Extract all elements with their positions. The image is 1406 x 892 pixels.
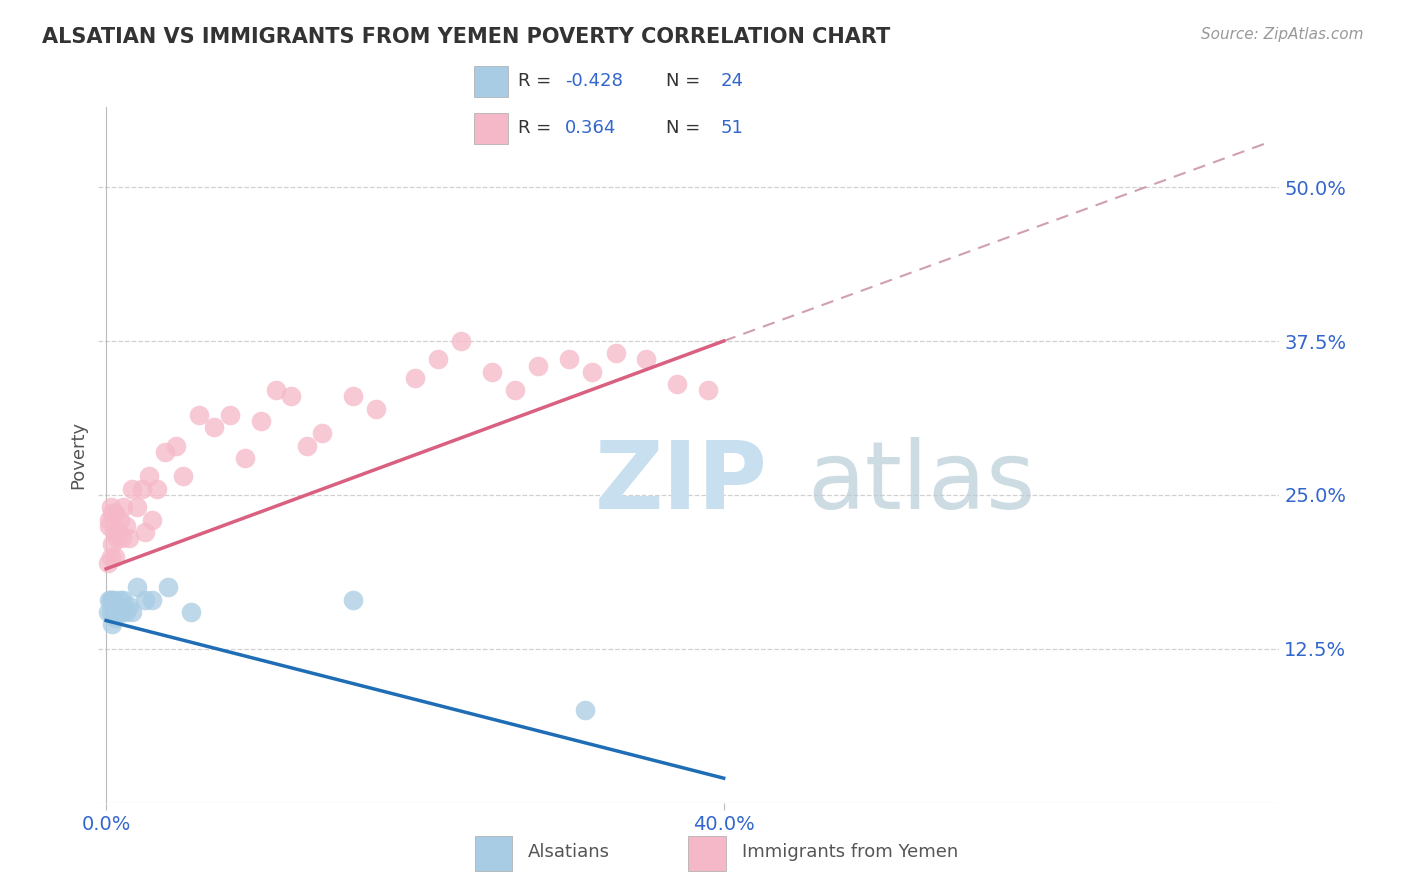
Point bbox=[187, 408, 209, 422]
Point bbox=[98, 518, 121, 533]
Point bbox=[218, 408, 240, 422]
Text: R =: R = bbox=[517, 120, 551, 137]
Point bbox=[125, 500, 148, 515]
Point bbox=[110, 605, 132, 619]
Text: Source: ZipAtlas.com: Source: ZipAtlas.com bbox=[1201, 27, 1364, 42]
Bar bbox=[475, 837, 512, 871]
Point bbox=[103, 605, 125, 619]
Point bbox=[280, 389, 302, 403]
Point bbox=[342, 389, 364, 403]
Point bbox=[558, 352, 581, 367]
Text: -0.428: -0.428 bbox=[565, 72, 623, 90]
Point bbox=[108, 592, 131, 607]
Point bbox=[131, 482, 153, 496]
Point bbox=[97, 556, 120, 570]
Bar bbox=[689, 837, 725, 871]
Y-axis label: Poverty: Poverty bbox=[69, 421, 87, 489]
Point bbox=[101, 507, 124, 521]
Point bbox=[125, 580, 148, 594]
Text: ALSATIAN VS IMMIGRANTS FROM YEMEN POVERTY CORRELATION CHART: ALSATIAN VS IMMIGRANTS FROM YEMEN POVERT… bbox=[42, 27, 890, 46]
Point bbox=[202, 420, 225, 434]
Point bbox=[249, 414, 271, 428]
Point bbox=[138, 469, 160, 483]
Point bbox=[98, 592, 121, 607]
Text: Immigrants from Yemen: Immigrants from Yemen bbox=[742, 843, 957, 861]
Point bbox=[100, 592, 122, 607]
Point bbox=[121, 482, 143, 496]
Point bbox=[101, 537, 124, 551]
Point bbox=[481, 365, 503, 379]
Text: N =: N = bbox=[666, 120, 700, 137]
Point bbox=[101, 617, 124, 632]
Point bbox=[666, 377, 689, 392]
Bar bbox=[474, 66, 508, 96]
Point bbox=[100, 500, 122, 515]
Point bbox=[121, 605, 143, 619]
Text: 51: 51 bbox=[720, 120, 744, 137]
Point bbox=[605, 346, 627, 360]
Text: 0.364: 0.364 bbox=[565, 120, 617, 137]
Point bbox=[503, 384, 526, 398]
Text: 24: 24 bbox=[720, 72, 744, 90]
Point bbox=[141, 592, 163, 607]
Point bbox=[104, 611, 127, 625]
Point bbox=[98, 512, 121, 526]
Point bbox=[527, 359, 550, 373]
Point bbox=[180, 605, 202, 619]
Point bbox=[134, 524, 156, 539]
Point bbox=[105, 599, 128, 613]
Point bbox=[342, 592, 364, 607]
Point bbox=[104, 507, 127, 521]
Point bbox=[427, 352, 450, 367]
Point bbox=[574, 703, 596, 717]
Point bbox=[115, 605, 138, 619]
Point bbox=[156, 580, 179, 594]
Point bbox=[112, 592, 135, 607]
Point bbox=[366, 401, 388, 416]
Text: N =: N = bbox=[666, 72, 700, 90]
Point bbox=[165, 439, 187, 453]
Point bbox=[97, 605, 120, 619]
Point bbox=[118, 599, 141, 613]
Text: ZIP: ZIP bbox=[595, 437, 768, 529]
Text: atlas: atlas bbox=[807, 437, 1035, 529]
Point bbox=[100, 605, 122, 619]
Point bbox=[103, 592, 125, 607]
Bar bbox=[474, 113, 508, 144]
Point bbox=[134, 592, 156, 607]
Point bbox=[103, 507, 125, 521]
Point bbox=[105, 531, 128, 545]
Point bbox=[110, 531, 132, 545]
Point bbox=[107, 524, 129, 539]
Text: Alsatians: Alsatians bbox=[529, 843, 610, 861]
Point bbox=[103, 524, 125, 539]
Point bbox=[118, 531, 141, 545]
Point bbox=[172, 469, 194, 483]
Point bbox=[697, 384, 720, 398]
Point bbox=[104, 549, 127, 564]
Point bbox=[264, 384, 287, 398]
Point bbox=[100, 549, 122, 564]
Point bbox=[101, 592, 124, 607]
Point bbox=[636, 352, 658, 367]
Point bbox=[115, 518, 138, 533]
Point bbox=[112, 500, 135, 515]
Point bbox=[153, 445, 176, 459]
Point bbox=[141, 512, 163, 526]
Point bbox=[146, 482, 169, 496]
Text: R =: R = bbox=[517, 72, 551, 90]
Point bbox=[108, 512, 131, 526]
Point bbox=[295, 439, 318, 453]
Point bbox=[450, 334, 472, 348]
Point bbox=[404, 371, 426, 385]
Point bbox=[581, 365, 603, 379]
Point bbox=[233, 450, 256, 465]
Point bbox=[311, 426, 333, 441]
Point bbox=[107, 605, 129, 619]
